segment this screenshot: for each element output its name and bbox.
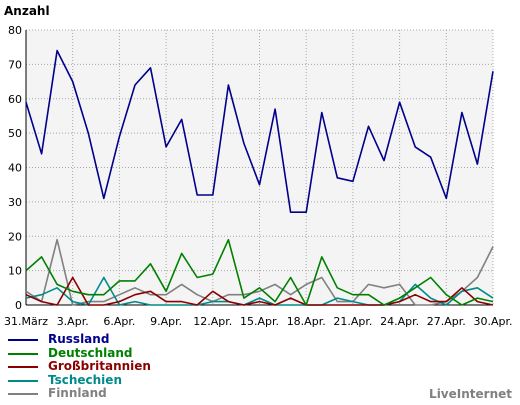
legend-label-tschechien: Tschechien — [48, 372, 122, 387]
x-tick-label: 3.Apr. — [57, 315, 89, 328]
legend-swatch-tschechien — [8, 379, 38, 382]
x-tick-label: 30.Apr. — [473, 315, 512, 328]
x-tick-label: 15.Apr. — [240, 315, 279, 328]
x-tick-label: 21.Apr. — [333, 315, 372, 328]
y-tick-label: 10 — [8, 265, 22, 278]
y-tick-label: 40 — [8, 162, 22, 175]
legend-label-russland: Russland — [48, 332, 110, 346]
y-tick-label: 50 — [8, 127, 22, 140]
series-lines — [25, 49, 494, 306]
y-tick-label: 0 — [15, 299, 22, 312]
series-line-deutschland — [25, 238, 494, 306]
y-tick-label: 20 — [8, 230, 22, 243]
y-tick-label: 70 — [8, 58, 22, 71]
x-tick-label: 27.Apr. — [427, 315, 466, 328]
series-line-russland — [25, 49, 494, 213]
y-tick-label: 60 — [8, 93, 22, 106]
x-tick-label: 12.Apr. — [193, 315, 232, 328]
y-axis-label: Anzahl — [4, 4, 50, 18]
x-ticks: 31.März 3.Apr. 6.Apr. 9.Apr. 12.Apr. 15.Apr. 1… — [4, 315, 513, 328]
y-tick-label: 30 — [8, 196, 22, 209]
x-tick-label: 18.Apr. — [287, 315, 326, 328]
series-line-grossbritannien — [25, 276, 494, 306]
x-tick-label: 6.Apr. — [103, 315, 135, 328]
legend-swatch-deutschland — [8, 352, 38, 355]
x-tick-label: 24.Apr. — [380, 315, 419, 328]
legend-label-grossbritannien: Großbritannien — [48, 359, 151, 373]
legend-swatch-finnland — [8, 393, 38, 395]
y-tick-label: 80 — [8, 24, 22, 37]
legend-swatch-russland — [8, 339, 38, 341]
series-line-finnland — [25, 238, 494, 306]
legend-swatch-grossbritannien — [8, 366, 38, 368]
line-chart: Anzahl 0 10 20 30 40 50 60 70 80 31.März 3.Apr. 6.… — [4, 4, 513, 328]
x-tick-label: 31.März — [4, 315, 48, 328]
legend-label-finnland: Finnland — [48, 386, 107, 400]
y-ticks: 0 10 20 30 40 50 60 70 80 — [8, 24, 22, 312]
series-line-tschechien — [25, 276, 494, 306]
legend-label-deutschland: Deutschland — [48, 345, 133, 360]
x-tick-label: 9.Apr. — [150, 315, 182, 328]
brand-label: LiveInternet — [429, 387, 512, 401]
